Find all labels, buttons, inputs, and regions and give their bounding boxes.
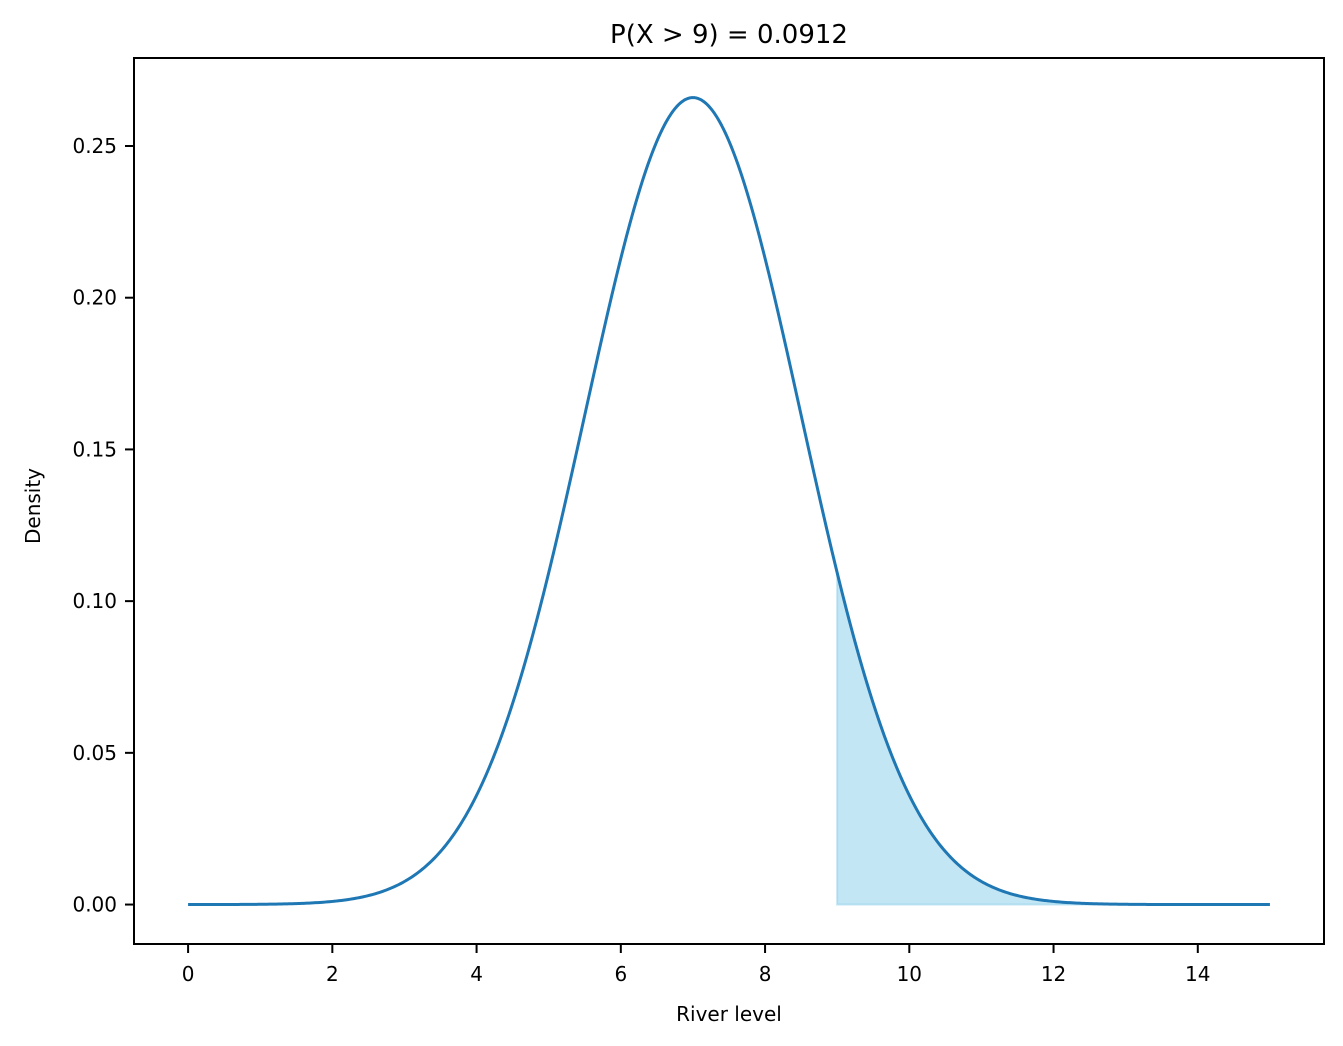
- y-tick-label: 0.00: [72, 893, 117, 917]
- x-tick-label: 0: [182, 962, 195, 986]
- y-tick-label: 0.25: [72, 134, 117, 158]
- plot-area: [188, 96, 1270, 907]
- y-tick-label: 0.20: [72, 286, 117, 310]
- y-axis-label: Density: [21, 468, 45, 544]
- shaded-tail-area: [836, 572, 1270, 906]
- density-curve: [188, 96, 1270, 907]
- x-tick-label: 4: [470, 962, 483, 986]
- x-tick-label: 12: [1041, 962, 1066, 986]
- x-tick-label: 2: [326, 962, 339, 986]
- y-axis: 0.00 0.05 0.10 0.15 0.20 0.25: [72, 134, 134, 917]
- x-tick-label: 14: [1185, 962, 1210, 986]
- x-tick-label: 8: [759, 962, 772, 986]
- axes-frame: [133, 57, 1325, 945]
- y-tick-label: 0.05: [72, 741, 117, 765]
- y-tick-label: 0.15: [72, 437, 117, 461]
- x-axis: 0 2 4 6 8 10 12 14: [182, 944, 1211, 986]
- x-tick-label: 6: [614, 962, 627, 986]
- y-tick-label: 0.10: [72, 589, 117, 613]
- x-tick-label: 10: [897, 962, 922, 986]
- chart-title: P(X > 9) = 0.0912: [610, 20, 848, 50]
- x-axis-label: River level: [676, 1002, 782, 1026]
